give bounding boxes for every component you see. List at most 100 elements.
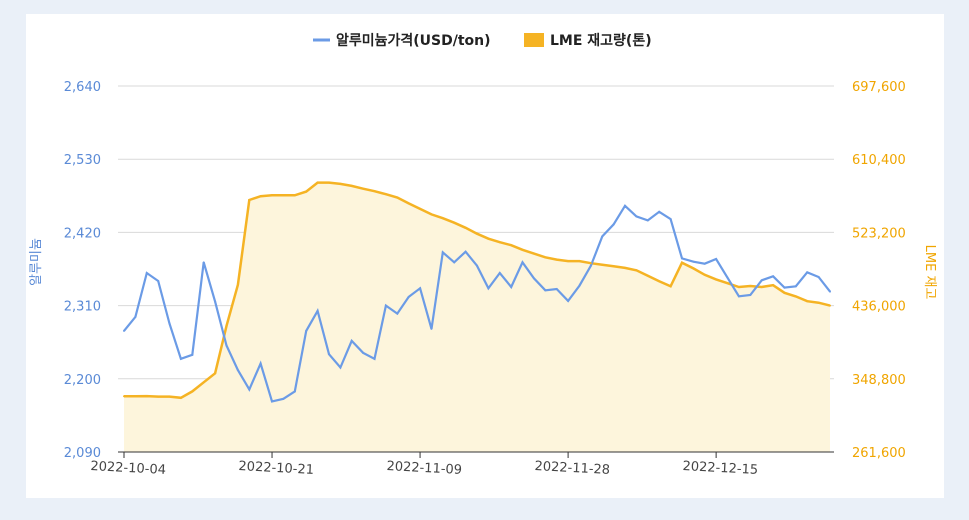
data-points (123, 181, 831, 403)
price-point (624, 204, 627, 207)
price-point (680, 257, 683, 260)
inventory-point (373, 190, 376, 193)
price-point (271, 400, 274, 403)
x-tick-label: 2022-11-09 (386, 459, 462, 478)
price-point (407, 295, 410, 298)
inventory-point (521, 248, 524, 251)
inventory-point (829, 304, 831, 307)
price-point (783, 286, 786, 289)
inventory-point (191, 390, 194, 393)
inventory-point (589, 262, 592, 265)
inventory-point (612, 265, 615, 268)
right-axis-ticks: 261,600 348,800 436,000 523,200 610,400 697,6… (852, 80, 906, 461)
inventory-point (225, 324, 228, 327)
price-point (476, 264, 478, 267)
inventory-point (134, 395, 137, 398)
price-point (737, 295, 740, 298)
price-point (225, 344, 228, 347)
price-point (327, 353, 330, 356)
price-point (487, 287, 490, 290)
inventory-point (544, 256, 547, 259)
inventory-area-fill (124, 182, 830, 452)
inventory-point (760, 285, 763, 288)
inventory-point (703, 273, 706, 276)
price-point (692, 260, 695, 263)
inventory-point (692, 267, 695, 270)
x-tick-label: 2022-11-28 (534, 459, 610, 478)
left-tick-label: 2,420 (64, 226, 101, 241)
right-tick-label: 261,600 (852, 446, 906, 461)
legend-item-price[interactable]: 알루미늄가격(USD/ton) (313, 32, 491, 49)
left-tick-label: 2,200 (64, 373, 101, 388)
inventory-point (316, 181, 319, 184)
inventory-point (498, 241, 501, 244)
inventory-point (737, 285, 740, 288)
left-axis-ticks: 2,090 2,200 2,310 2,420 2,530 2,640 (64, 80, 101, 461)
price-point (123, 329, 125, 332)
legend[interactable]: 알루미늄가격(USD/ton) LME 재고량(톤) (313, 32, 652, 49)
inventory-point (726, 282, 729, 285)
inventory-point (715, 278, 718, 281)
price-point (532, 277, 535, 280)
price-point (168, 322, 171, 325)
inventory-point (407, 202, 410, 205)
price-point (635, 215, 638, 218)
inventory-point (669, 285, 672, 288)
left-tick-label: 2,310 (64, 300, 101, 315)
legend-inventory-swatch (524, 33, 544, 47)
price-point (612, 223, 615, 226)
price-point (362, 351, 365, 354)
price-point (248, 388, 251, 391)
left-axis-label: 알루미늄 (29, 238, 44, 286)
price-point (555, 287, 558, 290)
price-point (658, 210, 661, 213)
inventory-point (510, 244, 513, 247)
x-axis-ticks: 2022-10-04 2022-10-21 2022-11-09 2022-11-28… (90, 452, 758, 478)
inventory-point (123, 395, 125, 398)
price-point (179, 357, 182, 360)
left-tick-label: 2,530 (64, 153, 101, 168)
price-point (339, 366, 342, 369)
price-point (749, 293, 752, 296)
inventory-point (578, 260, 581, 263)
right-tick-label: 436,000 (852, 300, 906, 315)
inventory-point (464, 226, 467, 229)
inventory-point (567, 260, 570, 263)
price-point (430, 327, 433, 330)
price-point (396, 312, 399, 315)
inventory-point (680, 261, 683, 264)
legend-item-inventory[interactable]: LME 재고량(톤) (524, 33, 652, 49)
price-point (384, 304, 387, 307)
price-point (589, 264, 592, 267)
right-tick-label: 697,600 (852, 80, 906, 95)
inventory-point (145, 395, 148, 398)
inventory-point (259, 195, 262, 198)
inventory-point (305, 190, 308, 193)
inventory-point (441, 217, 444, 220)
inventory-point (749, 284, 752, 287)
price-point (521, 261, 524, 264)
legend-inventory-label: LME 재고량(톤) (550, 33, 652, 49)
price-point (134, 315, 137, 318)
inventory-point (271, 194, 274, 197)
x-tick-label: 2022-10-04 (90, 459, 166, 478)
price-point (510, 285, 513, 288)
inventory-point (168, 395, 171, 398)
price-point (817, 275, 820, 278)
inventory-point (236, 283, 239, 286)
price-point (567, 299, 570, 302)
inventory-point (487, 237, 490, 240)
price-point (806, 271, 809, 274)
price-point (601, 235, 604, 238)
price-point (157, 279, 160, 282)
inventory-point (419, 207, 422, 210)
price-point (646, 219, 649, 222)
inventory-point (601, 263, 604, 266)
inventory-point (327, 181, 330, 184)
price-point (202, 261, 205, 264)
chart-card: 2,090 2,200 2,310 2,420 2,530 2,640 261,600 34… (26, 14, 944, 498)
price-point (419, 287, 422, 290)
inventory-point (179, 396, 182, 399)
price-point (794, 285, 797, 288)
inventory-point (430, 213, 433, 216)
